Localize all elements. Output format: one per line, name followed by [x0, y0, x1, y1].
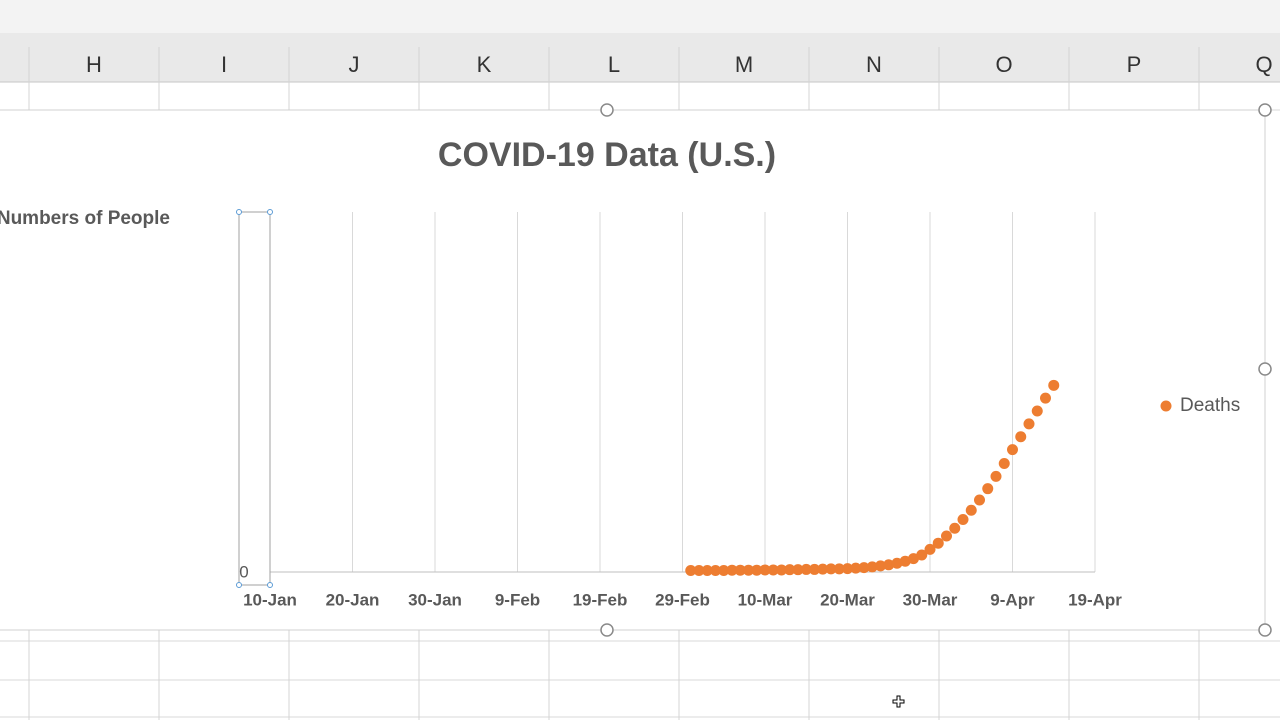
- data-point: [891, 557, 903, 569]
- data-point: [759, 564, 771, 576]
- plot-area: 10-Jan 20-Jan 30-Jan 9-Feb 19-Feb 29-Feb 10-Ma…: [239, 212, 1240, 609]
- column-header: N: [866, 52, 882, 77]
- y-axis-label: Numbers of People: [0, 208, 170, 229]
- handle[interactable]: [1258, 623, 1272, 637]
- data-point: [1040, 392, 1051, 404]
- data-point: [908, 553, 919, 565]
- data-point: [924, 543, 936, 555]
- handle: [267, 209, 273, 215]
- data-point: [883, 559, 895, 571]
- column-header: K: [477, 52, 492, 77]
- data-point: [941, 530, 952, 542]
- x-tick-label: 10-Mar: [738, 590, 793, 609]
- data-point: [990, 470, 1002, 482]
- data-point: [965, 504, 977, 516]
- y-tick-label: 0: [239, 562, 248, 581]
- data-point: [1007, 444, 1018, 456]
- data-point: [817, 563, 829, 575]
- handle[interactable]: [600, 103, 614, 117]
- chart-area[interactable]: [0, 109, 1266, 631]
- handle: [267, 582, 273, 588]
- x-tick-label: 20-Mar: [820, 590, 875, 609]
- data-point: [1015, 431, 1027, 443]
- x-tick-label: 30-Mar: [903, 590, 958, 609]
- data-point: [875, 560, 886, 572]
- data-point: [751, 564, 763, 576]
- data-point: [743, 564, 754, 576]
- column-header: J: [349, 52, 360, 77]
- data-point: [792, 564, 804, 576]
- handle: [236, 209, 242, 215]
- data-point: [726, 564, 738, 576]
- data-point: [949, 522, 961, 534]
- column-header: P: [1127, 52, 1142, 77]
- data-point: [825, 563, 837, 575]
- data-point: [866, 561, 878, 573]
- data-point: [710, 564, 721, 576]
- x-tick-label: 10-Jan: [243, 590, 297, 609]
- column-header: H: [86, 52, 102, 77]
- data-point: [800, 563, 812, 575]
- chart-title: COVID-19 Data (U.S.): [438, 136, 776, 174]
- handle[interactable]: [1258, 103, 1272, 117]
- data-point: [842, 563, 853, 575]
- data-point: [701, 564, 713, 576]
- column-header: I: [221, 52, 227, 77]
- data-point: [974, 494, 985, 506]
- legend-marker: [1160, 400, 1172, 412]
- data-point: [718, 564, 730, 576]
- handle: [236, 582, 242, 588]
- data-point: [693, 564, 705, 576]
- toolbar-band: [0, 0, 1280, 33]
- column-header: Q: [1255, 52, 1272, 77]
- data-point: [1023, 418, 1035, 430]
- handle[interactable]: [600, 623, 614, 637]
- data-point: [998, 457, 1010, 469]
- x-tick-label: 19-Feb: [573, 590, 628, 609]
- data-point: [957, 514, 969, 526]
- data-point: [932, 537, 944, 549]
- column-header: M: [735, 52, 753, 77]
- column-header: L: [608, 52, 620, 77]
- data-point: [784, 564, 796, 576]
- data-point: [982, 483, 994, 495]
- x-tick-label: 19-Apr: [1068, 590, 1122, 609]
- axis-selection: [238, 211, 271, 586]
- data-point: [685, 564, 697, 576]
- data-point: [809, 563, 820, 575]
- data-point: [916, 549, 928, 561]
- x-tick-label: 9-Apr: [990, 590, 1035, 609]
- data-point: [850, 562, 862, 574]
- data-point: [899, 555, 911, 567]
- x-tick-label: 9-Feb: [495, 590, 540, 609]
- column-header: O: [995, 52, 1012, 77]
- handle[interactable]: [1258, 362, 1272, 376]
- selection-handles: [236, 209, 273, 588]
- cursor: [892, 695, 905, 708]
- chart-handles: [600, 103, 1272, 637]
- column-header-band: [0, 33, 1280, 82]
- x-tick-label: 30-Jan: [408, 590, 462, 609]
- data-point: [767, 564, 779, 576]
- data-point: [776, 564, 787, 576]
- x-tick-label: 29-Feb: [655, 590, 710, 609]
- x-tick-label: 20-Jan: [326, 590, 380, 609]
- data-point: [833, 563, 845, 575]
- data-point: [734, 564, 746, 576]
- data-point: [1031, 405, 1043, 417]
- data-point: [1048, 379, 1060, 391]
- data-point: [858, 562, 870, 574]
- legend-label: Deaths: [1180, 395, 1240, 416]
